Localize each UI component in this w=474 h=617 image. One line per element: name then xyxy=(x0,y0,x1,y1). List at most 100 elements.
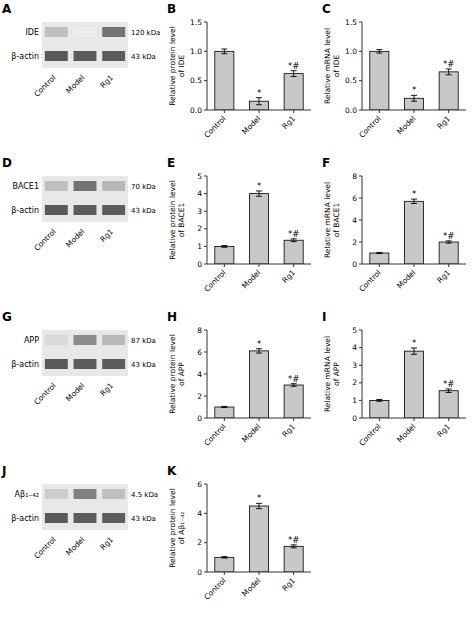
error-bar xyxy=(291,545,297,548)
bar xyxy=(215,51,234,110)
error-bar xyxy=(446,389,452,393)
band xyxy=(102,51,125,61)
error-cap xyxy=(376,401,382,402)
error-bar xyxy=(221,406,227,407)
lane-label: Control xyxy=(32,535,58,561)
y-axis-label-line: Relative protein level xyxy=(168,26,177,106)
bar xyxy=(439,242,458,264)
error-bar xyxy=(411,95,417,101)
y-tick-label: 4 xyxy=(352,343,357,352)
lane-label: Rg1 xyxy=(98,73,115,90)
annotation: *# xyxy=(288,229,299,239)
x-tick-label: Model xyxy=(240,576,262,598)
blot-panel: AIDE120 kDaβ-actin43 kDaControlModelRg1 xyxy=(2,2,160,99)
x-tick-label: Model xyxy=(395,268,417,290)
error-bar xyxy=(256,503,262,508)
row-label: BACE1 xyxy=(12,182,39,191)
y-axis xyxy=(362,176,363,264)
y-tick-label: 3 xyxy=(352,361,357,370)
error-cap xyxy=(221,406,227,407)
kda-label: 43 kDa xyxy=(131,361,156,369)
band xyxy=(74,27,97,37)
kda-label: 43 kDa xyxy=(131,515,156,523)
y-tick-label: 0 xyxy=(352,260,357,269)
error-bar xyxy=(221,49,227,54)
error-cap xyxy=(446,74,452,75)
y-tick-label: 1 xyxy=(352,396,357,405)
y-axis-label-line: Relative mRNA level xyxy=(323,336,332,412)
y-tick-label: 3 xyxy=(197,207,202,216)
error-cap xyxy=(411,101,417,102)
error-bar xyxy=(446,69,452,75)
x-tick-label: Control xyxy=(202,268,228,294)
error-cap xyxy=(221,556,227,557)
error-line xyxy=(379,50,380,54)
error-cap xyxy=(221,48,227,49)
y-tick-label: 6 xyxy=(352,194,357,203)
x-tick xyxy=(293,418,294,421)
error-bar xyxy=(291,71,297,77)
band xyxy=(45,181,68,191)
error-bar xyxy=(376,400,382,402)
y-axis-label-line: Relative protein level xyxy=(168,488,177,568)
error-bar xyxy=(376,50,382,54)
y-axis-label-line: of BACE1 xyxy=(177,203,186,238)
bar xyxy=(284,74,303,110)
x-tick xyxy=(259,264,260,267)
x-tick xyxy=(414,418,415,421)
bar-panel: BRelative protein levelof IDE0.00.51.01.… xyxy=(167,2,311,140)
marks xyxy=(215,503,303,572)
marks xyxy=(215,349,303,418)
error-bar xyxy=(256,349,262,353)
y-tick-label: 4 xyxy=(197,509,202,518)
row-label: IDE xyxy=(25,28,39,37)
blot-panel: DBACE170 kDaβ-actin43 kDaControlModelRg1 xyxy=(2,156,156,253)
error-bar xyxy=(411,348,417,354)
kda-label: 70 kDa xyxy=(131,183,156,191)
marks xyxy=(370,199,458,264)
error-cap xyxy=(376,253,382,254)
bar xyxy=(215,246,234,264)
blot-background xyxy=(42,330,128,376)
error-cap xyxy=(376,252,382,253)
blot-background xyxy=(42,484,128,530)
error-bar xyxy=(221,557,227,558)
row-label: β-actin xyxy=(11,52,39,61)
error-line xyxy=(259,191,260,196)
error-bar xyxy=(446,241,452,243)
x-tick xyxy=(224,110,225,113)
y-tick-label: 4 xyxy=(197,189,202,198)
error-bar xyxy=(256,191,262,196)
y-axis-label-line: of APP xyxy=(332,362,341,386)
bar-panel: HRelative protein levelof APP02468**#Con… xyxy=(167,310,311,448)
error-line xyxy=(293,71,294,77)
x-tick-label: Control xyxy=(202,114,228,140)
x-tick xyxy=(293,110,294,113)
panel-label: G xyxy=(2,310,12,324)
error-cap xyxy=(291,241,297,242)
y-tick-label: 0.0 xyxy=(345,106,357,115)
x-tick-label: Control xyxy=(357,114,383,140)
panel-label: J xyxy=(1,464,6,478)
y-tick-label: 6 xyxy=(197,348,202,357)
x-tick-label: Rg1 xyxy=(435,422,452,439)
y-tick-label: 0.5 xyxy=(345,76,357,85)
y-axis-label: Relative mRNA levelof IDE xyxy=(323,28,341,104)
error-bar xyxy=(291,384,297,387)
x-tick-label: Model xyxy=(395,114,417,136)
x-tick-label: Rg1 xyxy=(435,268,452,285)
annotation: *# xyxy=(288,374,299,384)
bar xyxy=(215,557,234,572)
band xyxy=(102,335,125,345)
y-tick-label: 1 xyxy=(197,242,202,251)
blot-background xyxy=(42,176,128,222)
bar xyxy=(249,351,268,418)
error-cap xyxy=(221,247,227,248)
x-tick-label: Rg1 xyxy=(280,114,297,131)
x-tick xyxy=(379,110,380,113)
band xyxy=(74,335,97,345)
x-tick xyxy=(259,418,260,421)
band xyxy=(74,489,97,499)
y-axis-label-line: of IDE xyxy=(177,55,186,78)
panel-label: H xyxy=(167,310,177,324)
